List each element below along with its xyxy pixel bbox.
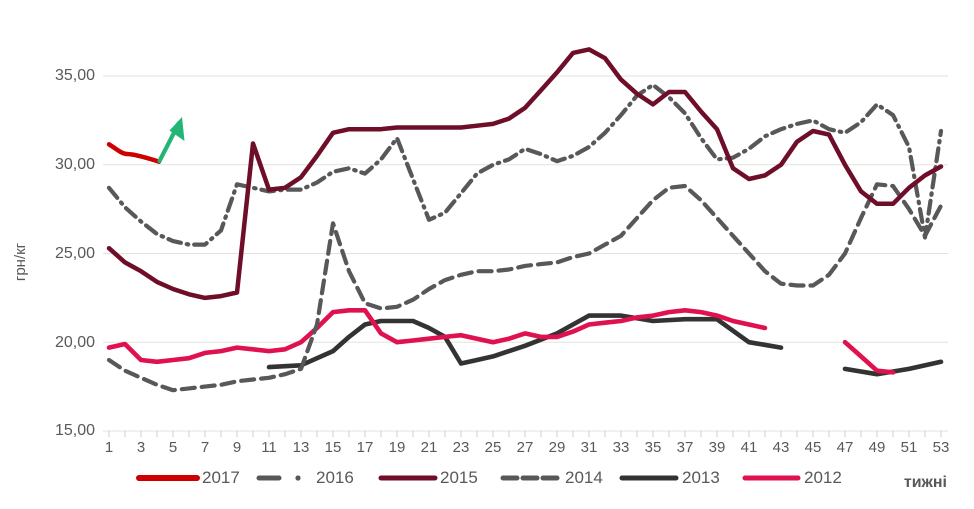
svg-text:53: 53 (933, 439, 950, 456)
svg-text:21: 21 (421, 439, 438, 456)
svg-text:грн/кг: грн/кг (12, 242, 29, 281)
svg-text:9: 9 (233, 439, 241, 456)
svg-text:41: 41 (741, 439, 758, 456)
svg-text:25,00: 25,00 (55, 245, 95, 262)
svg-text:39: 39 (709, 439, 726, 456)
svg-text:29: 29 (549, 439, 566, 456)
svg-text:15: 15 (325, 439, 342, 456)
svg-text:17: 17 (357, 439, 374, 456)
svg-text:51: 51 (901, 439, 918, 456)
svg-text:30,00: 30,00 (55, 156, 95, 173)
svg-text:49: 49 (869, 439, 886, 456)
svg-text:45: 45 (805, 439, 822, 456)
svg-text:13: 13 (293, 439, 310, 456)
svg-text:2015: 2015 (440, 468, 478, 487)
svg-text:2014: 2014 (565, 468, 603, 487)
svg-text:2016: 2016 (316, 468, 354, 487)
svg-text:1: 1 (105, 439, 113, 456)
svg-text:35: 35 (645, 439, 662, 456)
svg-text:11: 11 (261, 439, 277, 456)
svg-text:2012: 2012 (804, 468, 842, 487)
svg-text:33: 33 (613, 439, 630, 456)
svg-text:47: 47 (837, 439, 854, 456)
svg-text:2017: 2017 (202, 468, 240, 487)
svg-text:15,00: 15,00 (55, 422, 95, 439)
svg-text:25: 25 (485, 439, 502, 456)
svg-text:43: 43 (773, 439, 790, 456)
svg-text:23: 23 (453, 439, 470, 456)
svg-text:3: 3 (137, 439, 145, 456)
svg-text:тижні: тижні (904, 474, 947, 491)
svg-text:7: 7 (201, 439, 209, 456)
svg-text:5: 5 (169, 439, 177, 456)
svg-text:35,00: 35,00 (55, 67, 95, 84)
svg-text:31: 31 (581, 439, 598, 456)
svg-text:27: 27 (517, 439, 534, 456)
svg-text:37: 37 (677, 439, 694, 456)
svg-text:20,00: 20,00 (55, 334, 95, 351)
svg-text:19: 19 (389, 439, 406, 456)
svg-text:2013: 2013 (682, 468, 720, 487)
